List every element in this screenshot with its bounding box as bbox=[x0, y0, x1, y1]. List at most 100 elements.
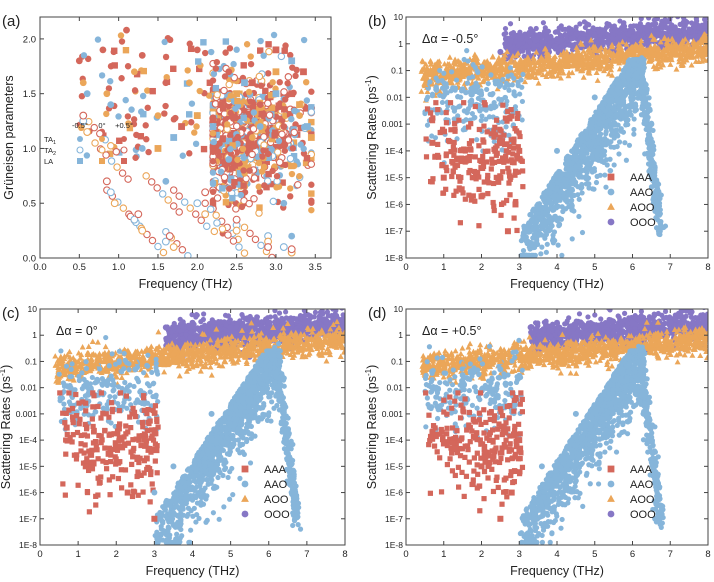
aoo-point bbox=[423, 75, 430, 81]
aao-point bbox=[563, 155, 570, 161]
cloud-point bbox=[226, 185, 233, 192]
aoo-point bbox=[638, 37, 645, 44]
data-point bbox=[233, 90, 241, 98]
cloud-point bbox=[277, 52, 286, 61]
ooo-point bbox=[508, 38, 514, 44]
aao-point bbox=[584, 135, 591, 141]
branch-point bbox=[159, 248, 168, 257]
aao-point bbox=[561, 176, 567, 182]
cloud-point bbox=[262, 87, 269, 95]
y-tick-label: 2.0 bbox=[23, 34, 36, 45]
cloud-point bbox=[226, 166, 234, 173]
aoo-point bbox=[467, 68, 474, 75]
aoo-point bbox=[528, 63, 535, 70]
aao-point bbox=[440, 85, 446, 91]
x-tick-label: 2.5 bbox=[230, 262, 243, 273]
scatter-point bbox=[289, 64, 296, 71]
aoo-point bbox=[616, 47, 623, 54]
aoo-point bbox=[491, 73, 498, 80]
cloud-point bbox=[250, 195, 258, 203]
aao-point bbox=[543, 249, 549, 255]
scatter-point bbox=[200, 145, 208, 153]
cloud-point bbox=[278, 130, 286, 139]
aao-point bbox=[628, 100, 635, 107]
aoo-point bbox=[648, 32, 655, 38]
branch-point bbox=[119, 204, 128, 212]
data-point bbox=[241, 79, 248, 87]
ooo-point bbox=[583, 40, 589, 46]
aoo-point bbox=[485, 63, 492, 70]
scatter-point bbox=[271, 132, 278, 139]
branch-point bbox=[96, 129, 104, 138]
aoo-point bbox=[668, 43, 675, 49]
cloud-point bbox=[282, 112, 289, 120]
aao-point bbox=[432, 135, 439, 141]
ooo-point bbox=[573, 27, 579, 33]
aoo-point bbox=[623, 41, 630, 47]
data-point bbox=[296, 112, 303, 119]
ooo-point bbox=[646, 17, 652, 21]
ooo-point bbox=[675, 17, 681, 20]
aao-point bbox=[427, 79, 433, 85]
aoo-point bbox=[446, 73, 453, 80]
aao-point bbox=[579, 229, 586, 236]
cloud-point bbox=[237, 191, 245, 199]
data-point bbox=[130, 215, 139, 224]
aoo-point bbox=[673, 66, 680, 72]
cloud-point bbox=[210, 227, 219, 236]
cloud-point bbox=[250, 143, 258, 150]
aoo-point bbox=[616, 56, 623, 62]
aao-point bbox=[425, 94, 431, 100]
aoo-point bbox=[573, 44, 580, 50]
legend-marker bbox=[77, 136, 83, 142]
aoo-point bbox=[511, 58, 518, 65]
aoo-point bbox=[652, 65, 659, 72]
legend-column-label: +0.5° bbox=[115, 121, 133, 130]
aoo-point bbox=[547, 61, 554, 67]
scatter-point bbox=[292, 72, 299, 80]
ooo-point bbox=[680, 19, 686, 26]
aao-point bbox=[491, 139, 497, 145]
scatter-point bbox=[142, 122, 149, 129]
series-ta2-0-5- bbox=[79, 111, 296, 254]
aoo-point bbox=[479, 78, 486, 85]
cloud-point bbox=[256, 204, 263, 211]
ooo-point bbox=[507, 21, 514, 27]
data-point bbox=[288, 232, 296, 240]
aoo-point bbox=[698, 58, 705, 64]
aao-point bbox=[591, 186, 597, 192]
aoo-point bbox=[421, 65, 428, 71]
aao-point bbox=[596, 109, 602, 116]
aao-point bbox=[615, 133, 621, 139]
x-ticks: 0.0 0.5 1.0 1.5 2.0 2.5 3.0 3.5 bbox=[33, 17, 322, 273]
aoo-point bbox=[657, 38, 664, 45]
cloud-point bbox=[247, 53, 254, 60]
aoo-point bbox=[691, 40, 698, 47]
data-point bbox=[162, 79, 170, 87]
ooo-point bbox=[691, 12, 696, 17]
data-point bbox=[193, 46, 201, 54]
ooo-point bbox=[621, 23, 628, 29]
branch-point bbox=[175, 192, 183, 200]
branch-point bbox=[180, 198, 189, 206]
cloud-point bbox=[264, 70, 272, 77]
aao-point bbox=[590, 133, 597, 140]
aoo-point bbox=[586, 48, 593, 55]
scatter-point bbox=[122, 96, 129, 104]
cloud-point bbox=[231, 179, 238, 186]
data-point bbox=[201, 188, 210, 197]
cloud-point bbox=[229, 194, 236, 202]
data-point bbox=[225, 68, 233, 76]
aao-point bbox=[593, 128, 599, 134]
cloud-point bbox=[273, 172, 281, 180]
scatter-point bbox=[187, 45, 195, 53]
scatter-point bbox=[239, 145, 247, 153]
cloud-point bbox=[249, 125, 258, 133]
cloud-point bbox=[308, 190, 315, 197]
ooo-point bbox=[535, 35, 541, 41]
aoo-point bbox=[679, 52, 686, 58]
data-point bbox=[169, 243, 178, 251]
data-point bbox=[138, 145, 146, 152]
aoo-point bbox=[609, 43, 616, 50]
aoo-point bbox=[602, 53, 609, 59]
